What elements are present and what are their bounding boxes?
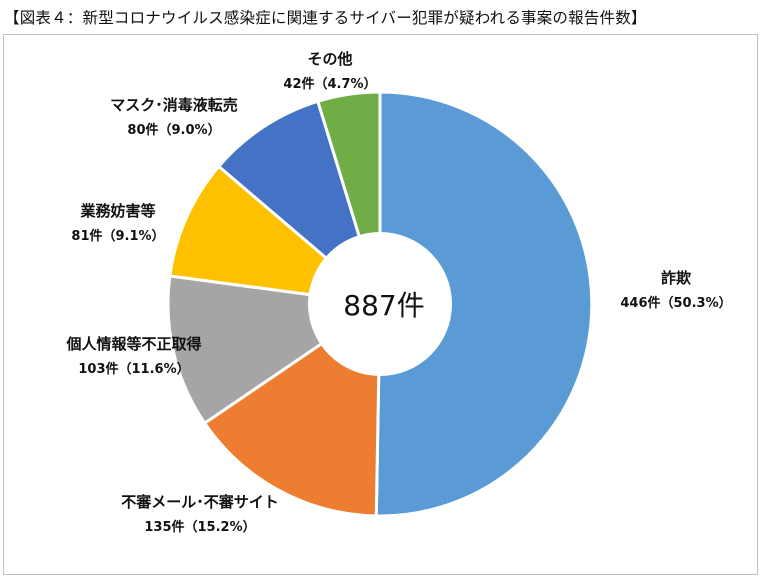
slice-name-label: 不審メール･不審サイト xyxy=(121,493,279,511)
slice-value-label: 135件（15.2%） xyxy=(144,519,255,535)
slice-name-label: 業務妨害等 xyxy=(79,202,155,220)
slice-value-label: 103件（11.6%） xyxy=(78,361,189,377)
slice-value-label: 81件（9.1%） xyxy=(71,228,164,244)
donut-slice-1 xyxy=(374,90,594,518)
donut-hole xyxy=(308,232,452,376)
slice-name-label: 詐欺 xyxy=(661,269,691,287)
slice-value-label: 446件（50.3%） xyxy=(620,295,731,311)
slice-name-label: その他 xyxy=(307,50,352,68)
slice-value-label: 42件（4.7%） xyxy=(283,76,376,92)
center-total-label: 887件 xyxy=(343,289,424,322)
chart-title: 【図表４：新型コロナウイルス感染症に関連するサイバー犯罪が疑われる事案の報告件数… xyxy=(4,9,647,27)
slice-name-label: 個人情報等不正取得 xyxy=(65,335,201,353)
slice-value-label: 80件（9.0%） xyxy=(127,122,220,138)
slice-labels: 詐欺 446件（50.3%） 不審メール･不審サイト 135件（15.2%） 個人情報等… xyxy=(65,50,731,535)
slice-name-label: マスク･消毒液転売 xyxy=(110,96,238,114)
